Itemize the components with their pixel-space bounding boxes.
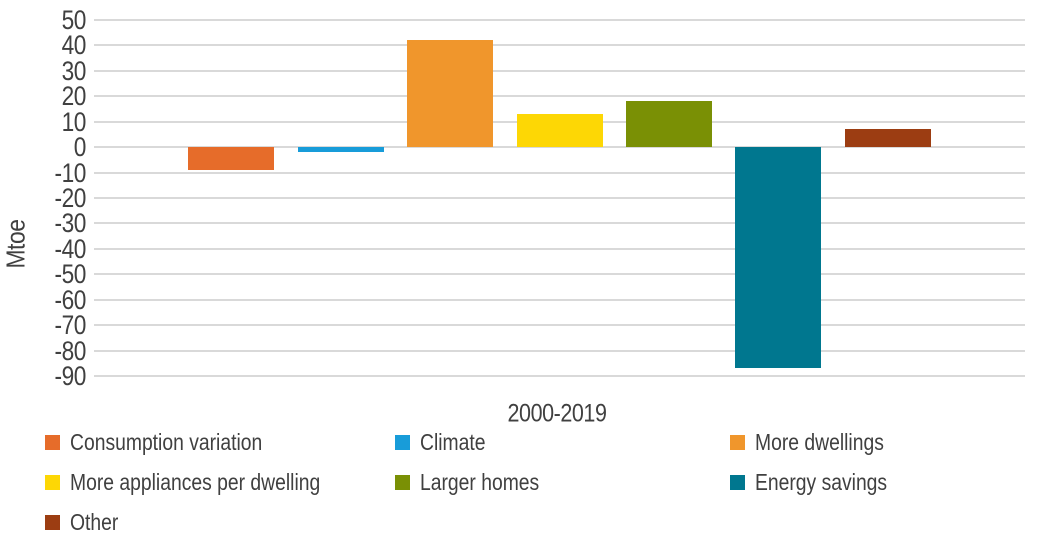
gridline-50 [94,19,1025,21]
y-tick-label--40: -40 [54,233,86,264]
gridline-0 [94,146,1025,149]
legend-item-more-dwellings: More dwellings [730,429,1030,455]
gridline--10 [94,171,1025,174]
legend-label: More dwellings [755,429,884,455]
legend-item-consumption-variation: Consumption variation [45,429,395,455]
legend-label: Energy savings [755,469,888,495]
legend-label: Other [70,509,119,535]
legend-item-energy-savings: Energy savings [730,469,1030,495]
legend-label: Consumption variation [70,429,263,455]
y-tick-label--60: -60 [54,284,86,315]
bar-consumption-variation [188,147,275,171]
legend-label: Larger homes [420,469,540,495]
plot-area [94,19,1025,377]
gridline--40 [94,247,1025,250]
bar-more-dwellings [407,40,494,148]
gridline-20 [94,95,1025,98]
y-tick-label-0: 0 [73,132,87,163]
y-tick-label--50: -50 [54,259,86,290]
gridline--70 [94,324,1025,327]
legend-swatch-icon [45,435,60,450]
y-tick-label-30: 30 [61,55,87,86]
y-tick-label-50: 50 [61,5,87,35]
legend-item-climate: Climate [395,429,730,455]
bar-energy-savings [735,147,822,369]
y-tick-label--90: -90 [54,361,86,391]
gridline--90 [94,375,1025,377]
y-tick-label-40: 40 [61,30,87,61]
legend: Consumption variation Climate More dwellin… [45,429,1030,535]
bar-climate [297,147,384,153]
bar-other [844,129,931,148]
legend-label: Climate [420,429,486,455]
y-tick-label--70: -70 [54,310,86,341]
y-tick-label--30: -30 [54,208,86,239]
gridline--20 [94,197,1025,199]
y-tick-label--80: -80 [54,335,86,366]
legend-item-other: Other [45,509,395,535]
gridline-40 [94,44,1025,47]
gridline--60 [94,298,1025,301]
legend-item-larger-homes: Larger homes [395,469,730,495]
legend-swatch-icon [730,435,745,450]
legend-item-more-appliances-per-dwelling: More appliances per dwelling [45,469,395,495]
y-tick-label--20: -20 [54,183,86,213]
bar-larger-homes [625,101,712,148]
legend-swatch-icon [395,475,410,490]
gridline--50 [94,273,1025,276]
legend-swatch-icon [730,475,745,490]
gridline--80 [94,349,1025,352]
y-tick-label-10: 10 [61,106,87,137]
gridline--30 [94,222,1025,225]
y-tick-label--10: -10 [54,157,86,188]
legend-label: More appliances per dwelling [70,469,321,495]
legend-swatch-icon [45,475,60,490]
legend-swatch-icon [395,435,410,450]
bar-more-appliances-per-dwelling [516,114,603,148]
gridline-30 [94,69,1025,72]
y-tick-label-20: 20 [61,81,87,112]
x-axis-label: 2000-2019 [507,399,607,428]
legend-swatch-icon [45,515,60,530]
